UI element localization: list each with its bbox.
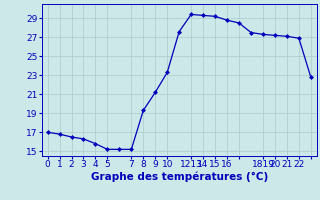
X-axis label: Graphe des températures (°C): Graphe des températures (°C): [91, 172, 268, 182]
